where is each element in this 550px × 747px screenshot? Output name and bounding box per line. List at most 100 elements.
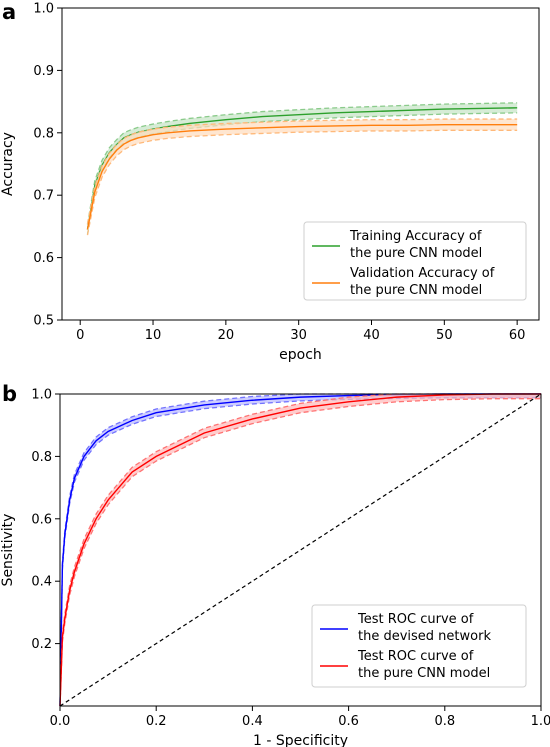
- legend-box: [311, 604, 527, 688]
- data-point: [348, 401, 349, 402]
- data-point: [74, 478, 75, 479]
- series-a-1: [86, 118, 518, 236]
- diagonal-reference-line: [59, 393, 542, 707]
- data-point: [74, 571, 75, 572]
- x-tick-label: 0.4: [242, 714, 263, 729]
- x-tick-label: 50: [436, 328, 453, 343]
- data-point: [189, 123, 190, 124]
- legend: Training Accuracy of the pure CNN model Va…: [303, 221, 527, 301]
- x-tick-label: 0: [76, 328, 84, 343]
- data-point: [204, 432, 205, 433]
- data-point: [69, 499, 70, 500]
- chart-a: 0 10 20 30 40 50 60 0.5 0.6 0.7 0.8 0.9 1.0 epoch Accu…: [0, 2, 540, 363]
- y-tick-label: 0.6: [31, 512, 52, 527]
- data-point: [480, 124, 481, 125]
- data-point: [62, 637, 63, 638]
- data-point: [517, 107, 518, 108]
- x-axis-label: epoch: [279, 347, 322, 363]
- data-point: [132, 471, 133, 472]
- x-tick-label: 0.6: [338, 714, 359, 729]
- y-tick-label: 0.8: [31, 450, 52, 465]
- data-point: [87, 229, 88, 230]
- data-point: [167, 132, 168, 133]
- legend: Test ROC curve of the devised network Test…: [311, 604, 527, 688]
- y-tick-label: 0.7: [33, 189, 54, 204]
- x-tick-label: 10: [145, 328, 162, 343]
- y-axis-label: Sensitivity: [0, 514, 16, 587]
- plot-frame: [59, 393, 542, 707]
- chart-b: 0.0 0.2 0.4 0.6 0.8 1.0 0.2 0.4 0.6 0.8 1.0 1 - Spe…: [0, 388, 550, 747]
- y-tick-label: 0.5: [33, 314, 54, 329]
- data-point: [189, 130, 190, 131]
- data-point: [83, 543, 84, 544]
- legend-label: the devised network: [358, 629, 491, 644]
- x-axis-label: 1 - Specificity: [253, 733, 348, 747]
- y-tick-label: 0.8: [33, 126, 54, 141]
- y-tick-label: 0.6: [33, 251, 54, 266]
- y-tick-label: 1.0: [31, 388, 52, 403]
- y-tick-label: 1.0: [33, 2, 54, 17]
- data-point: [123, 143, 124, 144]
- data-point: [480, 108, 481, 109]
- band-upper-line: [86, 102, 518, 225]
- plot-frame: [61, 7, 540, 321]
- y-tick-label: 0.4: [31, 575, 52, 590]
- data-point: [156, 412, 157, 413]
- x-tick-label: 30: [290, 328, 307, 343]
- data-point: [444, 124, 445, 125]
- data-point: [101, 171, 102, 172]
- data-point: [132, 420, 133, 421]
- x-tick-label: 0.2: [146, 714, 167, 729]
- data-point: [348, 395, 349, 396]
- data-point: [225, 128, 226, 129]
- data-point: [298, 114, 299, 115]
- data-point: [517, 124, 518, 125]
- data-point: [407, 125, 408, 126]
- legend-label: Training Accuracy of: [349, 229, 482, 244]
- data-point: [300, 407, 301, 408]
- legend-box: [303, 221, 527, 301]
- y-tick-label: 0.9: [33, 64, 54, 79]
- data-point: [204, 404, 205, 405]
- data-point: [262, 116, 263, 117]
- data-point: [225, 119, 226, 120]
- x-tick-label: 60: [509, 328, 526, 343]
- data-point: [131, 140, 132, 141]
- x-tick-label: 20: [218, 328, 235, 343]
- data-point: [152, 134, 153, 135]
- data-point: [138, 137, 139, 138]
- data-point: [300, 397, 301, 398]
- data-point: [108, 499, 109, 500]
- band-lower-line: [86, 129, 518, 236]
- panel-b-letter: b: [2, 382, 17, 406]
- x-tick-label: 1.0: [531, 714, 550, 729]
- band-lower-line: [59, 398, 541, 707]
- data-point: [95, 518, 96, 519]
- data-point: [298, 126, 299, 127]
- data-point: [64, 618, 65, 619]
- data-point: [64, 534, 65, 535]
- series-b-2: [59, 393, 542, 707]
- data-point: [252, 418, 253, 419]
- data-point: [396, 397, 397, 398]
- data-point: [334, 112, 335, 113]
- data-point: [116, 150, 117, 151]
- data-point: [109, 158, 110, 159]
- legend-label: Validation Accuracy of: [350, 266, 495, 281]
- y-axis-label: Accuracy: [0, 132, 16, 196]
- data-point: [252, 400, 253, 401]
- panel-a-letter: a: [2, 0, 16, 24]
- y-tick-label: 0.2: [31, 637, 52, 652]
- x-tick-label: 0.0: [50, 714, 71, 729]
- data-point: [444, 108, 445, 109]
- data-point: [62, 565, 63, 566]
- legend-label: the pure CNN model: [358, 666, 490, 681]
- legend-label: Test ROC curve of: [357, 612, 474, 627]
- data-point: [69, 590, 70, 591]
- data-point: [371, 111, 372, 112]
- data-point: [334, 125, 335, 126]
- data-point: [94, 191, 95, 192]
- data-point: [371, 125, 372, 126]
- data-point: [262, 127, 263, 128]
